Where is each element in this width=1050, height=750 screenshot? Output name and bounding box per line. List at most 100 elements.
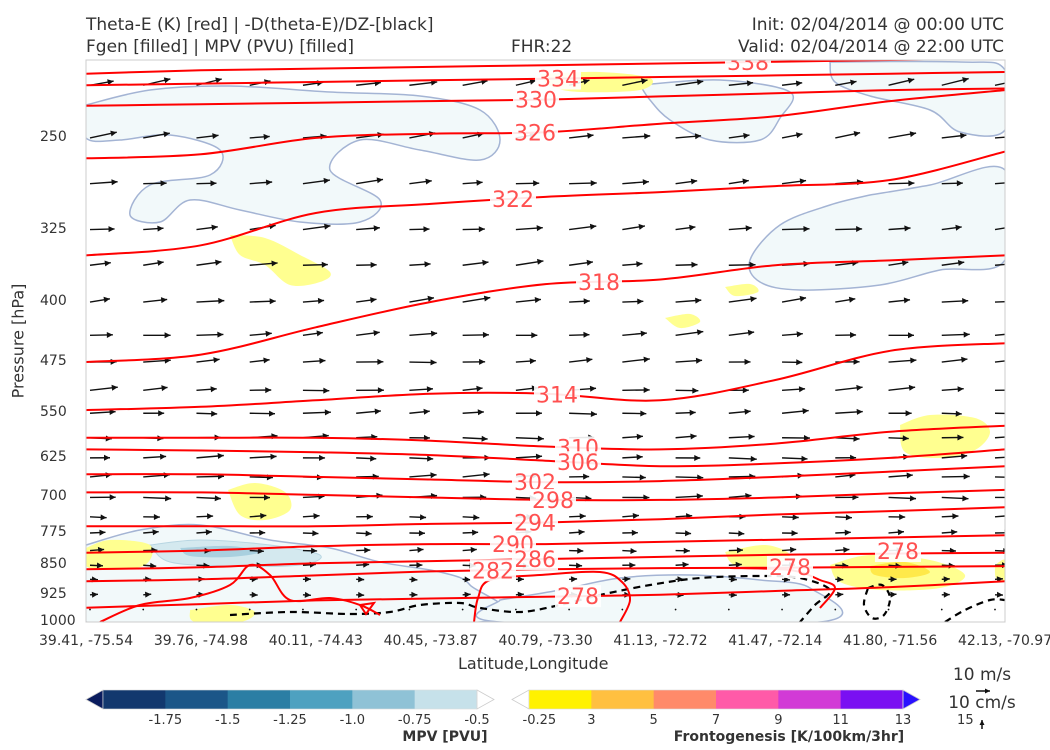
- wind-vector: [569, 180, 597, 187]
- wind-vector: [302, 608, 304, 611]
- y-tick-1000: 1000: [40, 613, 76, 629]
- x-tick-6: 41.47, -72.14: [728, 633, 823, 649]
- wind-vector: [515, 591, 524, 598]
- wind-vector: [89, 546, 105, 553]
- wind-vector: [835, 296, 856, 303]
- wind-vector: [515, 576, 524, 583]
- wind-vector: [143, 453, 167, 460]
- wind-vector: [143, 297, 168, 304]
- wind-vector: [835, 131, 861, 139]
- wind-vector: [248, 608, 251, 611]
- wind-vector: [143, 225, 164, 232]
- wind-vector: [196, 224, 218, 231]
- wind-vector: [782, 331, 803, 338]
- theta-e-contour-318: [86, 254, 1005, 363]
- theta-e-contour-278-sfc: [473, 570, 632, 622]
- colorbar-segment: [290, 690, 353, 709]
- wind-vector: [941, 77, 969, 86]
- wind-vector: [356, 297, 377, 304]
- theta-e-label-bg: [530, 488, 576, 511]
- wind-vector: [622, 261, 643, 268]
- colorbar-frame: [528, 689, 904, 710]
- wind-vector: [462, 331, 489, 338]
- theta-e-label-278: 278: [877, 540, 919, 565]
- wind-vector: [143, 180, 167, 187]
- theta-e-label-282: 282: [472, 559, 514, 584]
- wind-vector: [835, 408, 863, 415]
- wind-vector: [515, 332, 538, 339]
- wind-vector: [249, 494, 270, 501]
- fgen-colorbar-label: Frontogenesis [K/100km/3hr]: [674, 729, 904, 745]
- valid-time: Valid: 02/04/2014 @ 22:00 UTC: [738, 37, 1004, 57]
- wind-vector: [302, 297, 325, 304]
- theta-e-label-314: 314: [536, 383, 578, 408]
- wind-vector: [462, 358, 486, 365]
- x-tick-4: 40.79, -73.30: [498, 633, 593, 649]
- wind-vector: [196, 529, 212, 536]
- wind-vector: [89, 562, 104, 569]
- wind-vector: [409, 546, 424, 553]
- theta-e-label-306: 306: [557, 451, 599, 476]
- x-tick-7: 41.80, -71.56: [843, 633, 938, 649]
- wind-vector: [782, 514, 799, 521]
- wind-vector: [888, 529, 905, 536]
- theta-e-label-bg: [767, 556, 813, 578]
- wind-vector: [569, 223, 597, 231]
- wind-vector: [728, 408, 751, 415]
- vector-scale-h-arrowhead: [985, 688, 990, 694]
- wind-vector: [515, 297, 542, 303]
- wind-vector: [462, 385, 483, 392]
- fgen-region: [189, 604, 256, 622]
- wind-vector: [835, 591, 844, 598]
- wind-vector: [409, 408, 430, 415]
- wind-vector: [89, 514, 107, 521]
- wind-vector: [142, 608, 145, 611]
- wind-vector: [728, 455, 757, 462]
- wind-vector: [462, 259, 489, 266]
- colorbar-segment: [352, 690, 416, 709]
- theta-e-label-bg: [555, 585, 601, 608]
- wind-vector: [888, 77, 915, 86]
- wind-vector: [569, 357, 593, 363]
- wind-vector: [888, 225, 911, 232]
- wind-vector: [569, 576, 578, 583]
- wind-vector: [675, 433, 697, 440]
- y-tick-775: 775: [40, 523, 67, 540]
- colorbar-tick: -1.25: [273, 713, 307, 728]
- colorbar-tick: -0.5: [464, 713, 489, 728]
- wind-vector: [196, 331, 224, 338]
- wind-vector: [302, 591, 311, 598]
- wind-vector: [569, 331, 590, 338]
- wind-vector: [622, 454, 643, 461]
- wind-vector: [462, 435, 488, 442]
- wind-vector: [89, 179, 118, 186]
- wind-vector: [622, 548, 637, 554]
- theta-e-label-bg: [555, 451, 601, 474]
- theta-e-contour-306: [86, 448, 1005, 468]
- theta-e-label-bg: [470, 559, 516, 582]
- fgen-region: [665, 313, 701, 329]
- colorbar-tick: 5: [650, 713, 658, 728]
- wind-vector: [941, 591, 950, 598]
- theta-e-contour-322: [86, 150, 1005, 257]
- wind-vector: [461, 608, 464, 611]
- wind-vector: [888, 260, 909, 266]
- wind-vector: [89, 454, 111, 461]
- wind-vector: [994, 389, 1005, 391]
- wind-vector: [302, 547, 318, 554]
- theta-e-label-layer: 3383343303263223183143103063022982942902…: [470, 60, 921, 610]
- wind-vector: [462, 576, 471, 583]
- wind-vector: [302, 330, 323, 337]
- wind-vector: [249, 260, 278, 267]
- colorbar-segment: [414, 690, 478, 709]
- wind-vector: [675, 357, 703, 364]
- wind-vector: [675, 547, 690, 554]
- wind-vector: [356, 576, 365, 583]
- theta-e-label-278: 278: [557, 585, 599, 610]
- wind-vector: [887, 608, 890, 611]
- wind-vector: [940, 608, 943, 611]
- wind-vector: [675, 530, 692, 537]
- wind-vector: [941, 434, 964, 441]
- wind-vector: [356, 330, 380, 337]
- wind-vector: [409, 434, 430, 441]
